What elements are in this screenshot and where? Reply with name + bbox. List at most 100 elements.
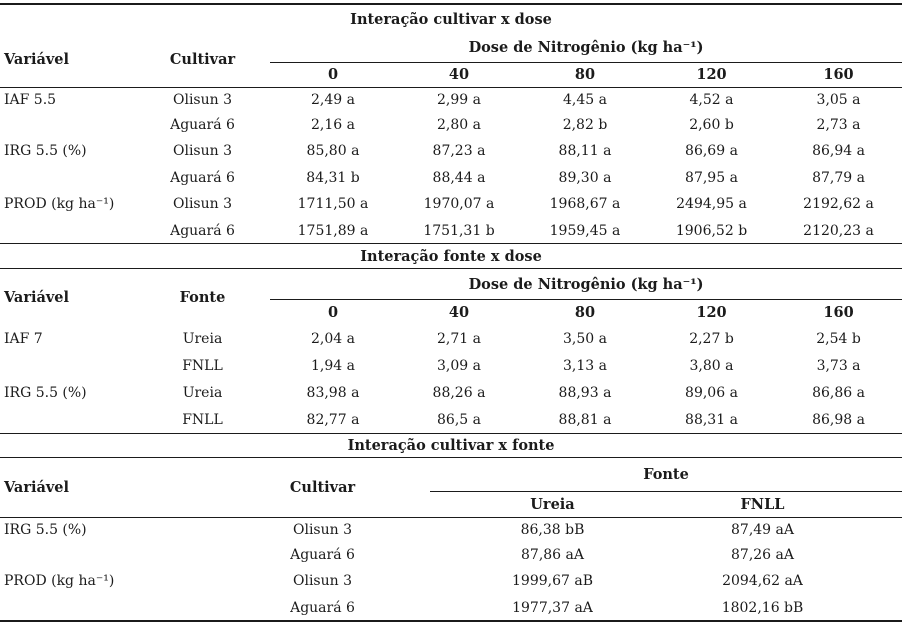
variable-label: IAF 5.5 [4,91,57,108]
value-cell: 85,80 a [306,143,360,159]
dose-level-header: 120 [696,304,727,322]
cultivar-label: Aguará 6 [170,169,235,186]
cultivar-label: Aguará 6 [170,116,235,133]
variable-label: PROD (kg ha⁻¹) [4,196,115,212]
fonte-level-header: Ureia [430,491,675,518]
value-cell: 82,77 a [306,411,360,428]
variable-label: IRG 5.5 (%) [4,384,87,401]
value-cell: 1,94 a [311,357,355,374]
table-row: PROD (kg ha⁻¹) Olisun 3 1999,67 aB 2094,… [0,567,902,595]
value-cell: 3,09 a [437,357,481,374]
value-cell: 1959,45 a [549,222,621,239]
value-cell: 1968,67 a [549,196,621,212]
spacer-cell [850,567,902,595]
value-cell: 88,31 a [685,411,738,428]
column-header-dose-nitrogenio: Dose de Nitrogênio (kg ha⁻¹) [270,268,902,300]
dose-level-header: 160 [823,304,854,322]
dose-level-header: 160 [775,62,902,88]
value-cell: 1970,07 a [423,196,495,212]
value-cell: 84,31 b [306,169,360,186]
value-cell: 3,50 a [563,331,607,347]
value-cell: 3,05 a [816,91,861,108]
value-cell: 89,06 a [685,384,738,401]
value-cell: 2120,23 a [803,222,874,239]
table-row: FNLL 1,94 a 3,09 a 3,13 a 3,80 a 3,73 a [0,353,902,379]
value-cell: 2,71 a [437,331,481,347]
column-header-variavel: Variável [0,33,135,88]
variable-label [0,218,135,243]
value-cell: 86,38 bB [520,521,585,538]
section-cultivar-x-fonte: Interação cultivar x fonte Variável Cult… [0,432,902,621]
value-cell: 1751,89 a [297,222,369,239]
fonte-label: Ureia [182,384,223,401]
results-table: Interação cultivar x dose Variável Culti… [0,3,902,622]
value-cell: 87,86 aA [521,546,584,563]
value-cell: 3,73 a [816,357,861,374]
value-cell: 2,27 b [689,331,734,347]
table-row: Interação cultivar x dose [0,5,902,33]
column-header-cultivar: Cultivar [135,33,270,88]
variable-label: IRG 5.5 (%) [4,143,87,159]
variable-label: PROD (kg ha⁻¹) [4,573,115,589]
value-cell: 2,16 a [311,116,355,133]
variable-label [0,407,135,433]
table-row: Variável Cultivar Dose de Nitrogênio (kg… [0,33,902,88]
value-cell: 4,52 a [689,91,734,108]
cultivar-label: Olisun 3 [292,573,352,589]
variable-label [0,595,215,620]
value-cell: 2,80 a [437,116,481,133]
value-cell: 87,79 a [812,169,865,186]
value-cell: 86,69 a [685,143,738,159]
cultivar-label: Olisun 3 [172,196,232,212]
dose-level-header: 40 [396,62,522,88]
fonte-level-header: FNLL [675,491,850,518]
value-cell: 1711,50 a [297,196,369,212]
dose-level-header: 80 [574,304,596,322]
variable-label [0,542,215,567]
table-row: FNLL 82,77 a 86,5 a 88,81 a 88,31 a 86,9… [0,407,902,433]
value-cell: 1751,31 b [423,222,495,239]
value-cell: 2,99 a [437,91,481,108]
value-cell: 86,98 a [812,411,865,428]
table-row: Variável Fonte Dose de Nitrogênio (kg ha… [0,268,902,306]
variable-label [0,112,135,137]
section-fonte-x-dose: Interação fonte x dose Variável Fonte Do… [0,243,902,433]
fonte-label: FNLL [182,411,223,428]
variable-label: IRG 5.5 (%) [4,521,87,538]
value-cell: 88,44 a [432,169,486,186]
value-cell: 2,54 b [816,331,861,347]
value-cell: 2,04 a [311,331,355,347]
value-cell: 1906,52 b [675,222,748,239]
value-cell: 3,80 a [689,357,734,374]
value-cell: 87,26 aA [731,546,794,563]
value-cell: 1977,37 aA [512,599,593,616]
cultivar-label: Aguará 6 [290,546,355,563]
value-cell: 3,13 a [563,357,607,374]
section-title: Interação cultivar x fonte [0,433,902,458]
dose-level-header: 0 [327,304,339,322]
column-header-fonte: Fonte [430,457,902,492]
table-row: Interação cultivar x fonte [0,433,902,458]
value-cell: 86,5 a [437,411,481,428]
table-row: IAF 7 Ureia 2,04 a 2,71 a 3,50 a 2,27 b … [0,326,902,353]
table-row: Ureia FNLL [0,491,902,518]
value-cell: 87,95 a [685,169,738,186]
value-cell: 88,81 a [558,411,612,428]
spacer-cell [850,542,902,567]
value-cell: 2494,95 a [676,196,747,212]
table-row: Interação fonte x dose [0,243,902,269]
value-cell: 87,49 aA [731,521,794,538]
cultivar-label: Olisun 3 [172,143,232,159]
dose-level-header: 120 [648,62,775,88]
spacer-cell [850,491,902,518]
section-title: Interação cultivar x dose [350,10,552,28]
table-row: PROD (kg ha⁻¹) Olisun 3 1711,50 a 1970,0… [0,190,902,218]
value-cell: 86,94 a [812,143,865,159]
spacer-cell [850,517,902,542]
value-cell: 88,26 a [432,384,486,401]
value-cell: 88,93 a [558,384,612,401]
spacer-cell [850,595,902,620]
dose-level-header: 80 [522,62,648,88]
fonte-label: Ureia [182,331,223,347]
